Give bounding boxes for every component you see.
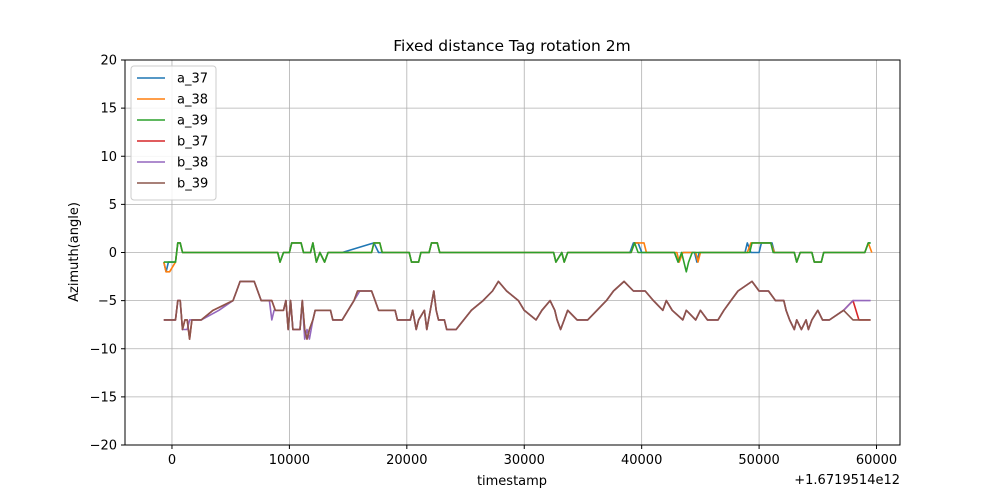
series-line-a-39 (163, 242, 871, 273)
y-tick-label: −10 (90, 342, 117, 357)
x-tick-label: 20000 (386, 453, 427, 468)
x-tick-label: 40000 (621, 453, 662, 468)
y-tick-label: −20 (90, 439, 117, 454)
legend-label: b_39 (177, 177, 208, 192)
y-tick-label: 10 (100, 150, 117, 165)
x-tick-label: 0 (168, 453, 176, 468)
y-tick-label: 15 (100, 102, 117, 117)
x-offset-label: +1.6719514e12 (794, 473, 900, 488)
y-tick-label: 20 (100, 54, 117, 69)
legend-label: a_39 (177, 114, 208, 129)
legend-label: a_38 (177, 93, 208, 108)
x-tick-label: 30000 (504, 453, 545, 468)
y-axis-ticks: −20 −15 −10 −5 0 5 10 15 20 (90, 54, 125, 454)
series-line-b-39 (163, 280, 871, 340)
y-tick-label: −15 (90, 390, 117, 405)
legend: a_37 a_38 a_39 b_37 b_38 b_39 (130, 65, 217, 201)
chart-title: Fixed distance Tag rotation 2m (393, 37, 631, 55)
legend-label: b_38 (177, 156, 208, 171)
y-tick-label: 5 (109, 198, 117, 213)
legend-label: a_37 (177, 72, 208, 87)
y-axis-label: Azimuth(angle) (67, 202, 82, 302)
x-axis-ticks: 0 10000 20000 30000 40000 50000 60000 (168, 445, 897, 468)
y-tick-label: −5 (98, 294, 117, 309)
legend-label: b_37 (177, 135, 208, 150)
x-tick-label: 10000 (269, 453, 310, 468)
x-tick-label: 60000 (856, 453, 897, 468)
x-axis-label: timestamp (477, 474, 547, 489)
plot-series (163, 242, 873, 340)
y-tick-label: 0 (109, 246, 117, 261)
x-tick-label: 50000 (738, 453, 779, 468)
